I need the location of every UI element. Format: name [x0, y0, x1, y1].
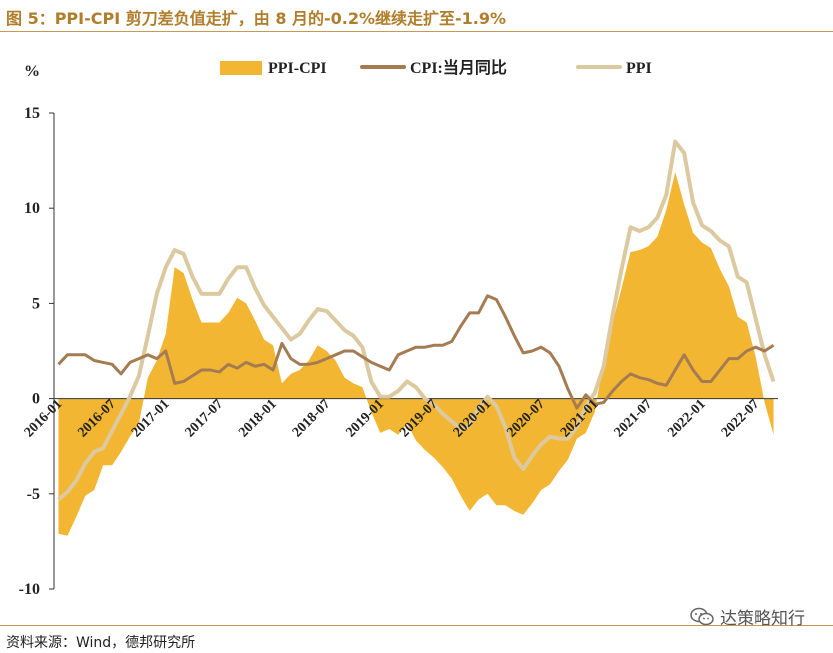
y-tick-label: 15 [24, 105, 40, 122]
source-note: 资料来源：Wind，德邦研究所 [6, 635, 196, 651]
title-divider [0, 31, 833, 32]
legend-label-2: PPI [626, 60, 652, 77]
x-tick-label: 2018-07 [290, 397, 334, 441]
y-unit-label: % [24, 63, 40, 80]
watermark: 达策略知行 [690, 604, 805, 629]
wechat-icon [690, 607, 714, 627]
series-line-ppi [57, 139, 776, 502]
legend-swatch-0 [220, 61, 262, 75]
x-tick-label: 2021-07 [612, 397, 656, 441]
x-tick-label: 2022-07 [719, 397, 763, 441]
source-divider [0, 625, 833, 626]
series-line-cpi [57, 294, 775, 410]
legend-label-0: PPI-CPI [268, 60, 327, 77]
watermark-text: 达策略知行 [720, 609, 805, 629]
x-tick-label: 2018-01 [236, 397, 280, 441]
x-tick-label: 2022-01 [665, 397, 709, 441]
y-tick-label: -10 [19, 581, 40, 598]
y-tick-label: 0 [32, 391, 40, 408]
y-tick-label: 5 [32, 295, 40, 312]
y-tick-label: -5 [27, 486, 40, 503]
y-tick-label: 10 [24, 200, 40, 217]
chart-title: 图 5：PPI-CPI 剪刀差负值走扩，由 8 月的-0.2%继续走扩至-1.9… [6, 9, 507, 28]
series-area-ppi-cpi [58, 172, 774, 536]
x-tick-label: 2017-07 [183, 397, 227, 441]
legend-label-1: CPI:当月同比 [410, 58, 507, 77]
